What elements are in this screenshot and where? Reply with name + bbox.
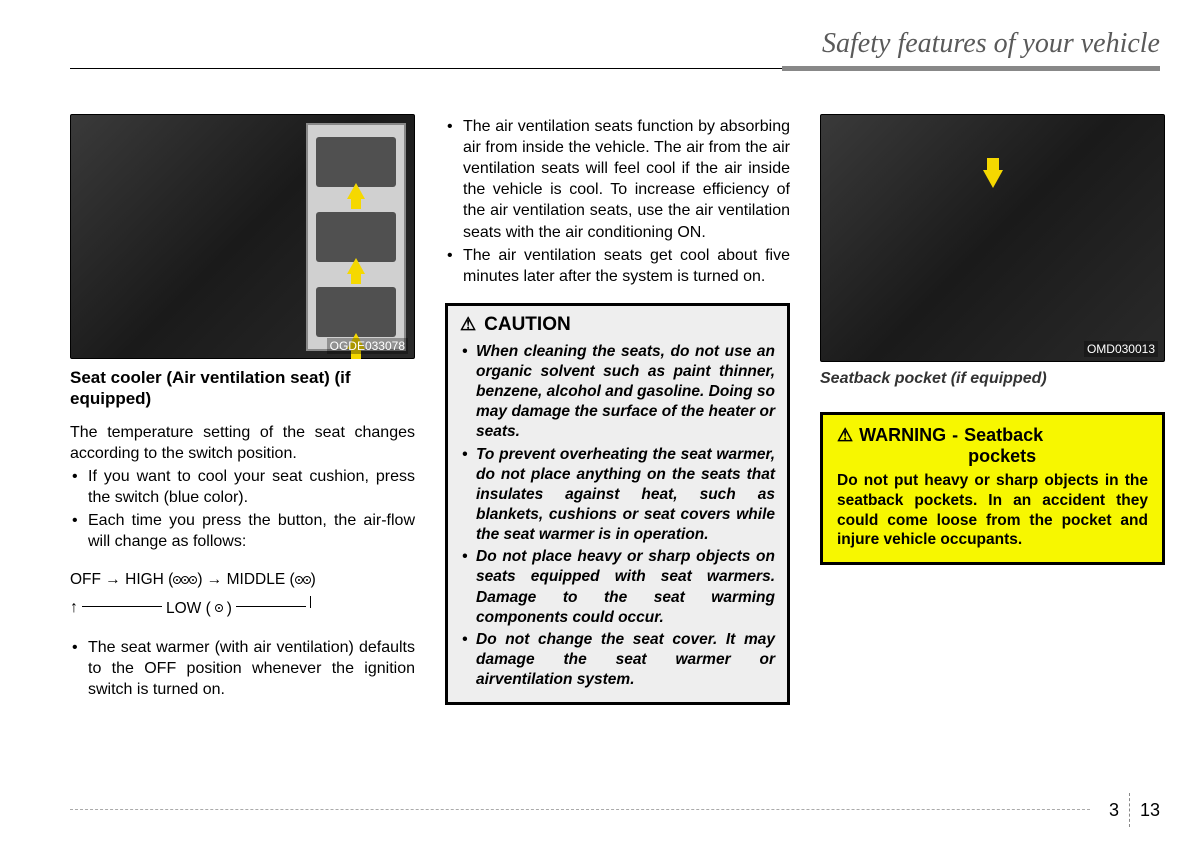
flow-text: ) <box>311 571 316 588</box>
warning-body: Do not put heavy or sharp objects in the… <box>837 471 1148 550</box>
callout-button-mid <box>316 212 396 262</box>
warning-subject-2: pockets <box>968 446 1148 467</box>
column-right: OMD030013 Seatback pocket (if equipped) … <box>820 114 1165 705</box>
seat-cooler-list: If you want to cool your seat cushion, p… <box>70 466 415 552</box>
caution-item: To prevent overheating the seat warmer, … <box>460 445 775 546</box>
list-item: Each time you press the button, the air-… <box>70 510 415 552</box>
seat-cooler-image: OGDE033078 <box>70 114 415 359</box>
flow-text: LOW ( <box>166 595 211 623</box>
seat-cooler-intro: The temperature setting of the seat chan… <box>70 422 415 464</box>
flow-text: HIGH ( <box>125 571 173 588</box>
section-title: Safety features of your vehicle <box>822 28 1160 60</box>
seatback-pocket-image: OMD030013 <box>820 114 1165 362</box>
warning-icon: ⚠ <box>837 425 853 446</box>
flow-text: OFF → <box>70 571 121 588</box>
ventilation-info-list: The air ventilation seats function by ab… <box>445 116 790 287</box>
page-header: Safety features of your vehicle <box>70 28 1160 86</box>
seat-cooler-heading: Seat cooler (Air ventilation seat) (if e… <box>70 367 415 410</box>
callout-button-high <box>316 137 396 187</box>
list-item: The seat warmer (with air ventilation) d… <box>70 637 415 700</box>
caution-item: When cleaning the seats, do not use an o… <box>460 342 775 443</box>
warning-callout: ⚠ WARNING - Seatback pockets Do not put … <box>820 412 1165 565</box>
manual-page: Safety features of your vehicle OGDE0330… <box>0 0 1200 845</box>
image-arrow-icon <box>983 170 1003 188</box>
flow-connector <box>236 606 306 607</box>
warning-title-row: ⚠ WARNING - Seatback pockets <box>837 425 1148 467</box>
column-left: OGDE033078 Seat cooler (Air ventilation … <box>70 114 415 705</box>
caution-item: Do not change the seat cover. It may dam… <box>460 630 775 690</box>
header-accent-bar <box>782 66 1160 71</box>
page-footer: 3 13 <box>1109 793 1160 827</box>
list-item: The air ventilation seats get cool about… <box>445 245 790 287</box>
warning-dash: - <box>952 425 958 446</box>
content-columns: OGDE033078 Seat cooler (Air ventilation … <box>70 114 1160 705</box>
flow-corner <box>310 596 311 608</box>
column-middle: The air ventilation seats function by ab… <box>445 114 790 705</box>
flow-line-2: ↑ LOW () <box>70 594 415 623</box>
flow-connector <box>82 606 162 607</box>
seatback-caption: Seatback pocket (if equipped) <box>820 370 1165 388</box>
list-item: If you want to cool your seat cushion, p… <box>70 466 415 508</box>
caution-icon: ⚠ <box>460 314 476 335</box>
caution-list: When cleaning the seats, do not use an o… <box>460 342 775 690</box>
page-number: 13 <box>1140 800 1160 821</box>
caution-item: Do not place heavy or sharp objects on s… <box>460 547 775 628</box>
image-reference: OGDE033078 <box>327 338 408 354</box>
flow-arrow-up: ↑ <box>70 594 78 623</box>
flow-text: ) <box>227 595 232 623</box>
list-item: The air ventilation seats function by ab… <box>445 116 790 243</box>
airflow-diagram: OFF → HIGH ( ) → MIDDLE () ↑ LOW () <box>70 566 415 623</box>
flow-text: ) → MIDDLE ( <box>197 571 294 588</box>
image-reference: OMD030013 <box>1084 341 1158 357</box>
warning-title: WARNING <box>859 425 946 446</box>
image-callout <box>306 123 406 351</box>
chapter-number: 3 <box>1109 800 1119 821</box>
callout-button-low <box>316 287 396 337</box>
caution-title: CAUTION <box>484 314 571 336</box>
caution-title-row: ⚠ CAUTION <box>460 314 775 336</box>
caution-callout: ⚠ CAUTION When cleaning the seats, do no… <box>445 303 790 705</box>
seat-cooler-list-2: The seat warmer (with air ventilation) d… <box>70 637 415 700</box>
flow-line-1: OFF → HIGH ( ) → MIDDLE () <box>70 566 415 594</box>
footer-divider <box>1129 793 1130 827</box>
footer-rule <box>70 809 1090 810</box>
warning-subject: Seatback <box>964 425 1148 446</box>
